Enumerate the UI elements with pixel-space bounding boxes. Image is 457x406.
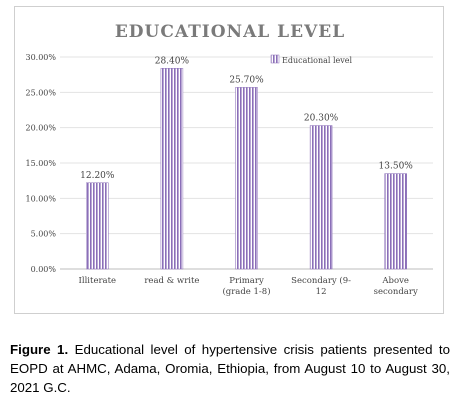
y-axis-ticks: 0.00% 5.00% 10.00% 15.00% 20.00% 25.00% 30.00% <box>25 53 56 274</box>
bar <box>86 182 109 270</box>
y-tick-label: 10.00% <box>25 194 56 203</box>
legend-swatch <box>270 54 280 64</box>
x-tick-label: Illiterate <box>79 276 117 286</box>
y-tick-label: 25.00% <box>25 88 56 97</box>
bar <box>235 87 258 270</box>
x-axis-ticks: Illiterate read & write Primary(grade 1-8)… <box>79 275 418 297</box>
x-tick-label: Secondary (9- <box>291 275 351 286</box>
y-tick-label: 15.00% <box>25 159 56 168</box>
x-tick-label: secondary <box>374 287 418 297</box>
legend-label: Educational level <box>282 56 353 65</box>
y-tick-label: 30.00% <box>25 53 56 62</box>
bars <box>86 68 407 270</box>
data-label: 20.30% <box>304 114 339 124</box>
data-labels: 12.20% 28.40% 25.70% 20.30% 13.50% <box>80 56 413 180</box>
y-tick-label: 0.00% <box>31 265 57 274</box>
y-tick-label: 20.00% <box>25 124 56 133</box>
y-tick-label: 5.00% <box>31 230 57 239</box>
data-label: 12.20% <box>80 171 115 181</box>
bar <box>309 125 333 270</box>
data-label: 13.50% <box>379 162 414 172</box>
figure-caption-text: Educational level of hypertensive crisis… <box>10 342 450 395</box>
data-label: 25.70% <box>229 75 264 85</box>
x-tick-label: read & write <box>144 276 199 286</box>
x-tick-label: (grade 1-8) <box>222 286 270 297</box>
x-tick-label: Above <box>381 276 409 286</box>
bar-chart: EDUCATIONAL LEVEL 0.00% 5.00% 10.00% 15.00%… <box>25 22 433 297</box>
chart-title: EDUCATIONAL LEVEL <box>115 22 345 42</box>
bar <box>384 173 407 270</box>
data-label: 28.40% <box>155 56 190 66</box>
x-tick-label: Primary <box>229 276 264 286</box>
chart-container: EDUCATIONAL LEVEL 0.00% 5.00% 10.00% 15.00%… <box>14 6 444 314</box>
figure-label: Figure 1. <box>10 342 69 357</box>
bar <box>160 68 184 270</box>
figure-caption: Figure 1. Educational level of hypertens… <box>10 340 450 397</box>
x-tick-label: 12 <box>316 287 327 297</box>
legend: Educational level <box>270 54 353 65</box>
